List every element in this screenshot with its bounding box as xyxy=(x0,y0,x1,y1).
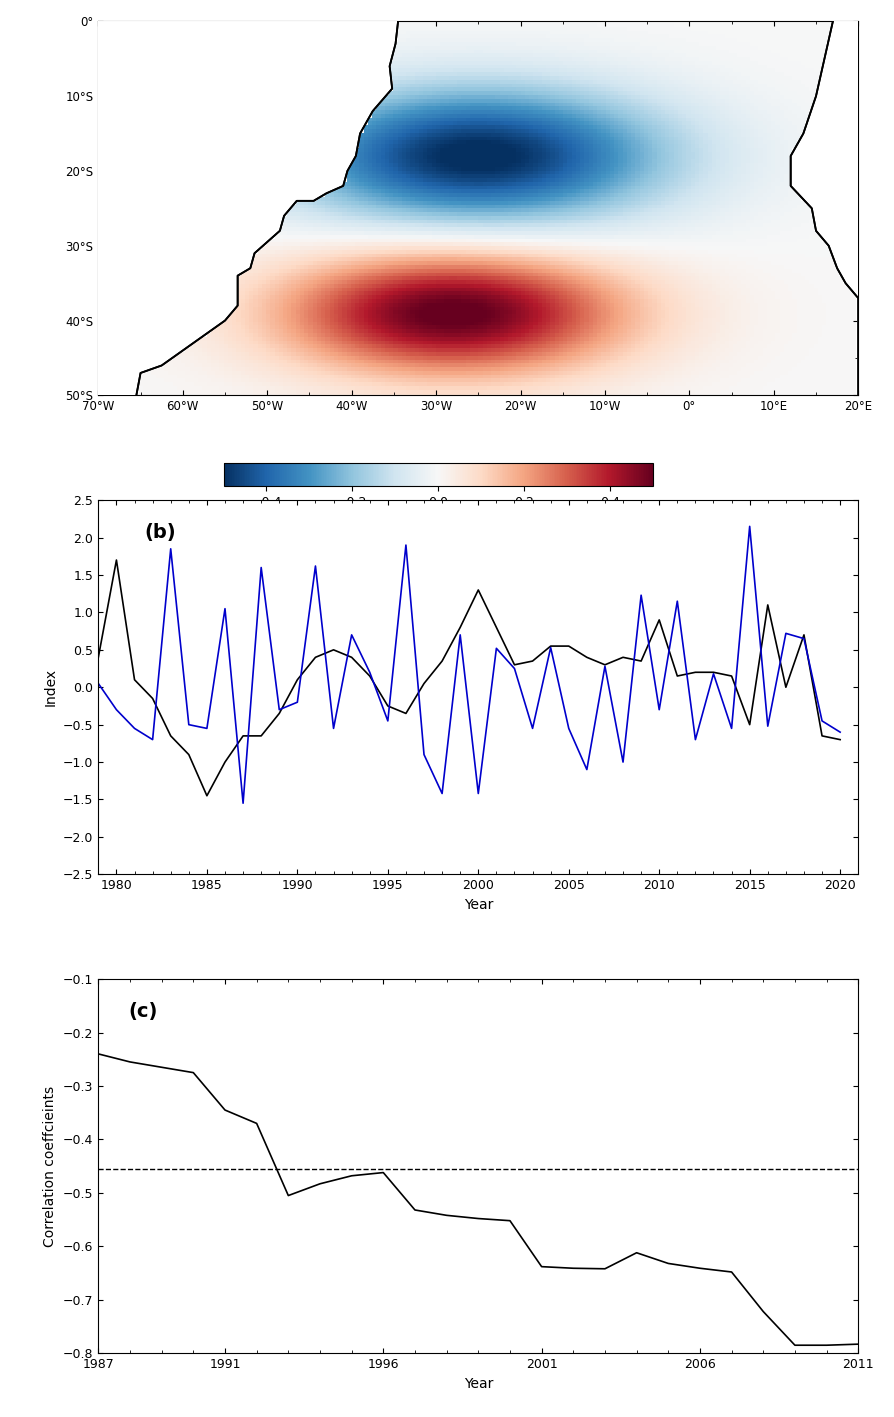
Y-axis label: Correlation coeffcieints: Correlation coeffcieints xyxy=(44,1085,57,1247)
Polygon shape xyxy=(790,21,858,395)
X-axis label: Year: Year xyxy=(464,1377,493,1390)
Text: (b): (b) xyxy=(144,523,175,541)
Polygon shape xyxy=(98,21,398,395)
Text: (c): (c) xyxy=(129,1002,158,1020)
X-axis label: Year: Year xyxy=(464,898,493,911)
Text: (a): (a) xyxy=(129,40,160,60)
Y-axis label: Index: Index xyxy=(44,669,57,706)
